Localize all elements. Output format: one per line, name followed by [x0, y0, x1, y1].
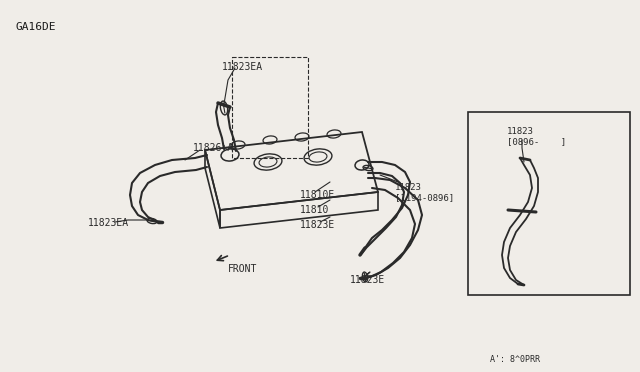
- Text: 11823
[1194-0896]: 11823 [1194-0896]: [395, 183, 454, 202]
- Text: 11823E: 11823E: [300, 220, 335, 230]
- Bar: [468, 112, 630, 295]
- Text: GA16DE: GA16DE: [15, 22, 56, 32]
- Text: 11810E: 11810E: [300, 190, 335, 200]
- Text: 11823E: 11823E: [350, 275, 385, 285]
- Text: 11826+A: 11826+A: [193, 143, 234, 153]
- Text: 11823EA: 11823EA: [88, 218, 129, 228]
- Text: FRONT: FRONT: [228, 264, 257, 274]
- Text: 11810: 11810: [300, 205, 330, 215]
- Text: A': 8^0PRR: A': 8^0PRR: [490, 355, 540, 364]
- Text: 11823EA: 11823EA: [222, 62, 263, 72]
- Text: 11823
[0896-    ]: 11823 [0896- ]: [507, 127, 566, 147]
